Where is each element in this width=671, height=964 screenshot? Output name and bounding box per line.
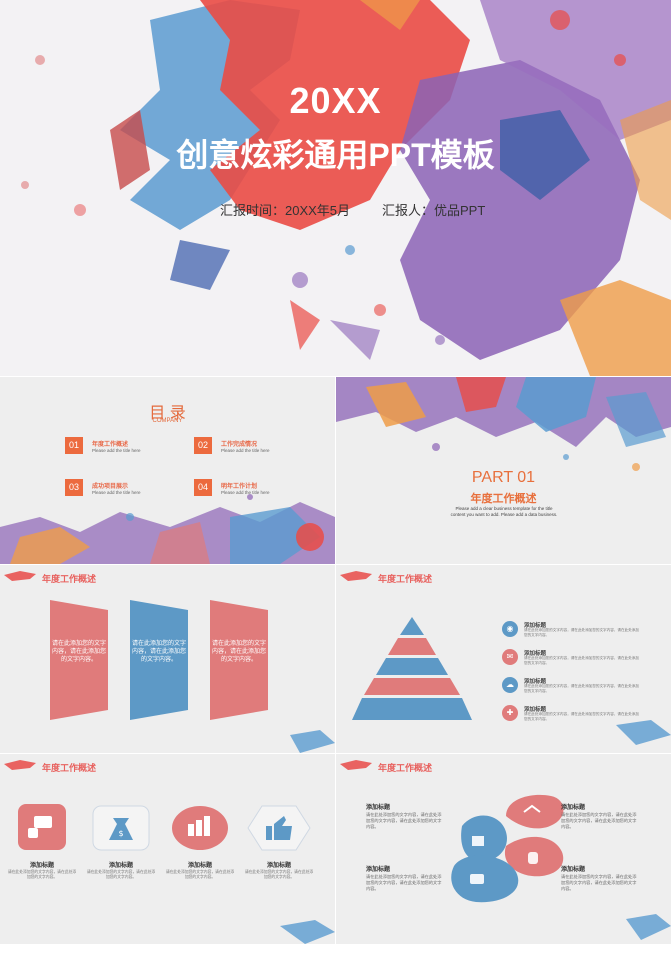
report-time: 汇报时间：20XX年5月 [220,203,351,218]
toc-slide: 目 录 COMPANY 01 年度工作概述 Please add the tit… [0,377,335,564]
chat-icon [18,804,68,850]
drop-diagram [451,794,671,940]
location-icon: ◉ [502,621,518,637]
toc-label-3[interactable]: 成功项目展示 [92,484,129,490]
toc-num-1: 01 [65,437,83,454]
pyramid-item-title-3: 添加标题 [524,679,547,685]
toc-label-4[interactable]: 明年工作计划 [221,484,258,490]
mail-icon: ✉ [502,649,518,665]
cover-slide: 20XX 创意炫彩通用PPT模板 汇报时间：20XX年5月 汇报人：优品PPT [0,0,671,376]
icon-desc-2: 请在此处添加您的文字内容，请在此处添加您的文字内容。 [86,870,156,879]
coins-icon [175,804,225,850]
icon-title-4: 添加标题 [266,863,291,869]
toc-num-2: 02 [194,437,212,454]
pyramid-item-desc-3: 请在此处添加您的文字内容，请在此处添加您的文字内容，请在此处添加您的文字内容。 [524,684,639,693]
pyramid-slide: 年度工作概述 ◉ 添加标题 请在此处添加您的文字内容，请在此处添加您的文字内容，… [336,565,671,753]
icon-title-3: 添加标题 [187,863,212,869]
drop-desc-3: 请在此处添加您的文字内容，请在此处添加您的文字内容，请在此处添加您的文字内容。 [366,874,442,891]
header-brush-stroke [4,760,36,770]
toc-title: 目 录 [149,405,186,422]
drop-title-4: 添加标题 [561,867,586,873]
toc-desc-4: Please add the title here [221,490,270,495]
thumbs-up-icon [254,804,304,850]
slide-title: 年度工作概述 [42,763,97,773]
pyramid-item-desc-4: 请在此处添加您的文字内容，请在此处添加您的文字内容，请在此处添加您的文字内容。 [524,712,639,721]
block-text-1: 请在此添加您的文字内容，请在此添加您的文字内容。 [51,641,106,663]
slide-title: 年度工作概述 [42,574,97,584]
pyramid-item-title-1: 添加标题 [524,623,547,629]
paint-splash-illustration [21,0,671,376]
pyramid-chart [352,617,671,745]
block-text-3: 请在此添加您的文字内容，请在此添加您的文字内容。 [211,641,266,663]
icon-desc-1: 请在此处添加您的文字内容，请在此处添加您的文字内容。 [7,870,77,879]
chat-icon: ☁ [502,677,518,693]
pyramid-item-title-4: 添加标题 [524,707,547,713]
toc-subtitle: COMPANY [152,418,183,424]
paint-splash-bottom [0,494,335,564]
icon-title-2: 添加标题 [108,863,133,869]
drop-desc-4: 请在此处添加您的文字内容，请在此处添加您的文字内容，请在此处添加您的文字内容。 [561,874,637,891]
icon-desc-3: 请在此处添加您的文字内容，请在此处添加您的文字内容。 [165,870,235,879]
drops-slide: 年度工作概述 添加标题 请在此处添加您的文字内容，请在此处添加您的文字内容，请在… [336,754,671,944]
slide-title: 年度工作概述 [378,574,433,584]
header-brush-stroke [340,571,372,581]
cover-title: 创意炫彩通用PPT模板 [176,137,495,173]
overview-blocks-slide: 年度工作概述 请在此添加您的文字内容，请在此添加您的文字内容。 请在此添加您的文… [0,565,335,753]
toc-num-3: 03 [65,479,83,496]
icon-row-slide: 年度工作概述 $ 添加标题 请在此处添加您的文字内容，请在此处添加您的文字内容。… [0,754,335,944]
part-description: Please add a clear business template for… [450,506,558,517]
drop-title-3: 添加标题 [366,867,391,873]
toc-label-2[interactable]: 工作完成情况 [221,442,258,448]
drop-desc-2: 请在此处添加您的文字内容，请在此处添加您的文字内容，请在此处添加您的文字内容。 [561,812,637,829]
toc-desc-1: Please add the title here [92,448,141,453]
pyramid-item-desc-1: 请在此处添加您的文字内容，请在此处添加您的文字内容，请在此处添加您的文字内容。 [524,628,639,637]
toc-label-1[interactable]: 年度工作概述 [92,442,129,448]
pyramid-item-desc-2: 请在此处添加您的文字内容，请在此处添加您的文字内容，请在此处添加您的文字内容。 [524,656,639,665]
reporter: 汇报人：优品PPT [382,203,486,218]
header-brush-stroke [4,571,36,581]
toc-num-4: 04 [194,479,212,496]
paint-splash-top [336,377,671,471]
icon-title-1: 添加标题 [29,863,54,869]
toc-desc-2: Please add the title here [221,448,270,453]
icon-shapes: $ [18,804,335,944]
money-bag-icon [96,804,146,850]
icon-desc-4: 请在此处添加您的文字内容，请在此处添加您的文字内容。 [244,870,314,879]
drop-desc-1: 请在此处添加您的文字内容，请在此处添加您的文字内容，请在此处添加您的文字内容。 [366,812,442,829]
trapezoid-blocks [50,600,335,753]
header-brush-stroke [340,760,372,770]
block-text-2: 请在此添加您的文字内容，请在此添加您的文字内容。 [131,641,186,663]
gift-icon: ✚ [502,705,518,721]
pyramid-item-title-2: 添加标题 [524,651,547,657]
svg-text:$: $ [118,829,123,838]
drop-title-1: 添加标题 [366,805,391,811]
part-number: PART 01 [471,469,536,486]
slide-title: 年度工作概述 [378,763,433,773]
drop-title-2: 添加标题 [561,805,586,811]
toc-desc-3: Please add the title here [92,490,141,495]
part-title: 年度工作概述 [470,493,537,505]
cover-year: 20XX [289,80,382,121]
part-slide: PART 01 年度工作概述 Please add a clear busine… [336,377,671,564]
